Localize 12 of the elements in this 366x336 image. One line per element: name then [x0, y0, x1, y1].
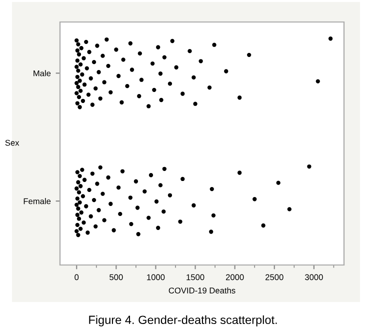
x-tick-label: 0 — [74, 274, 79, 280]
y-tick-label: Female — [24, 198, 51, 204]
x-tick-label: 1500 — [186, 274, 204, 280]
x-tick-label: 500 — [110, 274, 123, 280]
x-tick-label: 2000 — [226, 274, 244, 280]
x-tick-label: 1000 — [147, 274, 165, 280]
caption: Figure 4. Gender-deaths scatterplot. — [89, 315, 277, 326]
x-axis-title: COVID-19 Deaths — [168, 287, 236, 294]
x-tick-label: 2500 — [266, 274, 284, 280]
x-tick-label: 3000 — [304, 274, 323, 280]
y-tick-label: Male — [34, 70, 51, 76]
y-axis-title: Sex — [5, 140, 20, 146]
